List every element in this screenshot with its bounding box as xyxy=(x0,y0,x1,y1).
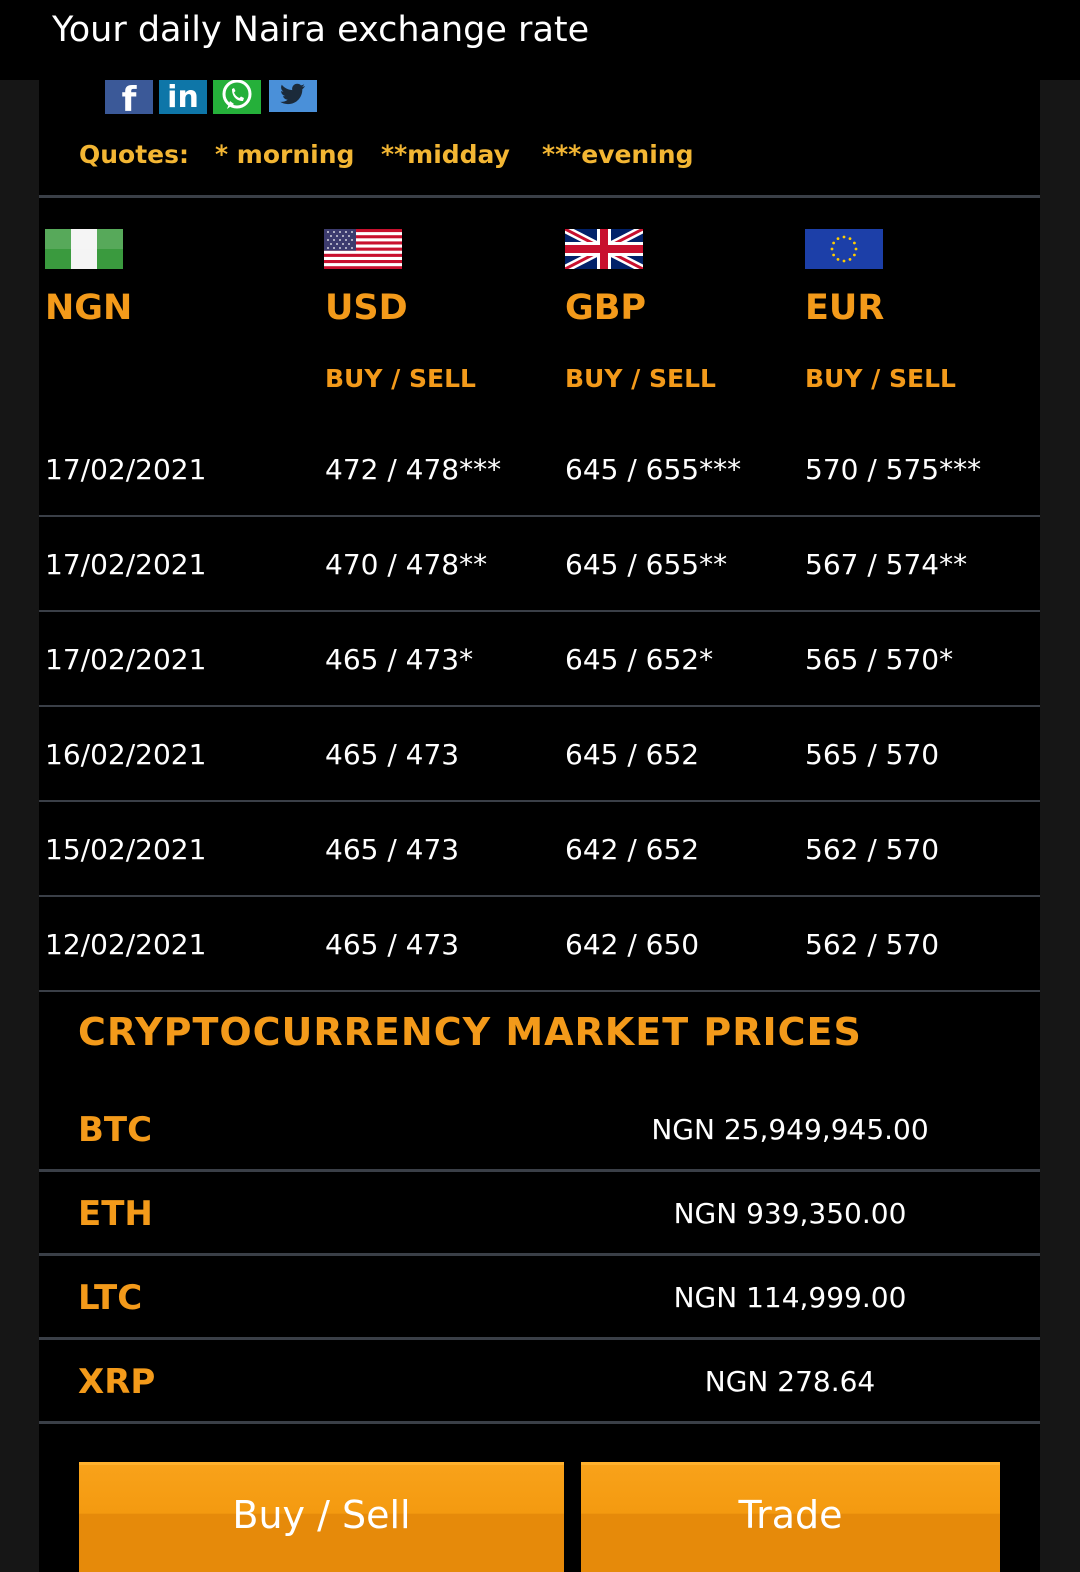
rate-gbp: 645 / 655*** xyxy=(565,453,742,486)
crypto-price: NGN 939,350.00 xyxy=(673,1197,907,1230)
crypto-row: BTC NGN 25,949,945.00 xyxy=(39,1088,1040,1172)
rate-usd: 465 / 473 xyxy=(325,833,460,866)
crypto-price: NGN 25,949,945.00 xyxy=(651,1113,929,1146)
rate-gbp: 642 / 652 xyxy=(565,833,700,866)
uk-flag-icon xyxy=(565,229,643,269)
rate-date: 17/02/2021 xyxy=(45,453,207,486)
usd-buy-sell-header: BUY / SELL xyxy=(325,364,476,393)
crypto-symbol: XRP xyxy=(78,1362,156,1402)
rate-gbp: 645 / 652 xyxy=(565,738,700,771)
rate-gbp: 645 / 652* xyxy=(565,643,714,676)
row-divider xyxy=(39,610,1040,612)
page-title: Your daily Naira exchange rate xyxy=(52,10,590,50)
row-divider xyxy=(39,515,1040,517)
linkedin-icon: in xyxy=(167,79,199,115)
rate-usd: 470 / 478** xyxy=(325,548,488,581)
crypto-row: XRP NGN 278.64 xyxy=(39,1340,1040,1424)
row-divider xyxy=(39,990,1040,992)
app-header: Your daily Naira exchange rate xyxy=(0,0,1080,80)
quotes-label: Quotes: xyxy=(79,140,190,169)
whatsapp-icon xyxy=(222,79,252,109)
rate-row: 12/02/2021 465 / 473 642 / 650 562 / 570 xyxy=(39,897,1040,992)
quotes-morning: * morning xyxy=(215,140,355,169)
rate-eur: 562 / 570 xyxy=(805,928,940,961)
usa-flag-icon xyxy=(324,229,402,269)
rate-row: 17/02/2021 465 / 473* 645 / 652* 565 / 5… xyxy=(39,612,1040,707)
rate-gbp: 642 / 650 xyxy=(565,928,700,961)
linkedin-share-button[interactable]: in xyxy=(159,76,207,115)
eur-buy-sell-header: BUY / SELL xyxy=(805,364,956,393)
currency-code-usd: USD xyxy=(325,288,408,328)
rate-date: 15/02/2021 xyxy=(45,833,207,866)
currency-code-ngn: NGN xyxy=(45,288,133,328)
rate-date: 17/02/2021 xyxy=(45,548,207,581)
crypto-symbol: LTC xyxy=(78,1278,143,1318)
currency-code-gbp: GBP xyxy=(565,288,647,328)
quotes-evening: ***evening xyxy=(542,140,694,169)
rate-usd: 465 / 473 xyxy=(325,738,460,771)
facebook-icon: f xyxy=(121,80,137,120)
row-divider xyxy=(39,1337,1040,1340)
nigeria-flag-icon xyxy=(45,229,123,269)
facebook-share-button[interactable]: f xyxy=(105,76,153,120)
crypto-row: LTC NGN 114,999.00 xyxy=(39,1256,1040,1340)
row-divider xyxy=(39,1421,1040,1424)
rate-usd: 472 / 478*** xyxy=(325,453,502,486)
rate-eur: 565 / 570* xyxy=(805,643,954,676)
row-divider xyxy=(39,800,1040,802)
row-divider xyxy=(39,705,1040,707)
row-divider xyxy=(39,1169,1040,1172)
currency-code-eur: EUR xyxy=(805,288,885,328)
header-divider xyxy=(39,195,1040,198)
row-divider xyxy=(39,1253,1040,1256)
trade-button[interactable]: Trade xyxy=(581,1462,1000,1572)
eu-flag-icon xyxy=(805,229,883,269)
gbp-buy-sell-header: BUY / SELL xyxy=(565,364,716,393)
crypto-symbol: BTC xyxy=(78,1110,153,1150)
rate-row: 17/02/2021 472 / 478*** 645 / 655*** 570… xyxy=(39,422,1040,517)
rate-row: 17/02/2021 470 / 478** 645 / 655** 567 /… xyxy=(39,517,1040,612)
rate-date: 17/02/2021 xyxy=(45,643,207,676)
rate-eur: 567 / 574** xyxy=(805,548,968,581)
rate-row: 15/02/2021 465 / 473 642 / 652 562 / 570 xyxy=(39,802,1040,897)
crypto-symbol: ETH xyxy=(78,1194,153,1234)
rate-eur: 565 / 570 xyxy=(805,738,940,771)
rate-gbp: 645 / 655** xyxy=(565,548,728,581)
rate-usd: 465 / 473 xyxy=(325,928,460,961)
crypto-section-title: CRYPTOCURRENCY MARKET PRICES xyxy=(78,1010,862,1054)
quotes-midday: **midday xyxy=(381,140,510,169)
rate-row: 16/02/2021 465 / 473 645 / 652 565 / 570 xyxy=(39,707,1040,802)
rate-eur: 562 / 570 xyxy=(805,833,940,866)
rate-eur: 570 / 575*** xyxy=(805,453,982,486)
crypto-price: NGN 278.64 xyxy=(704,1365,876,1398)
rate-date: 12/02/2021 xyxy=(45,928,207,961)
row-divider xyxy=(39,895,1040,897)
crypto-price: NGN 114,999.00 xyxy=(673,1281,907,1314)
whatsapp-share-button[interactable] xyxy=(213,76,261,114)
twitter-icon xyxy=(280,83,305,105)
rate-date: 16/02/2021 xyxy=(45,738,207,771)
buy-sell-button[interactable]: Buy / Sell xyxy=(79,1462,564,1572)
rate-usd: 465 / 473* xyxy=(325,643,474,676)
crypto-row: ETH NGN 939,350.00 xyxy=(39,1172,1040,1256)
twitter-share-button[interactable] xyxy=(269,76,317,112)
